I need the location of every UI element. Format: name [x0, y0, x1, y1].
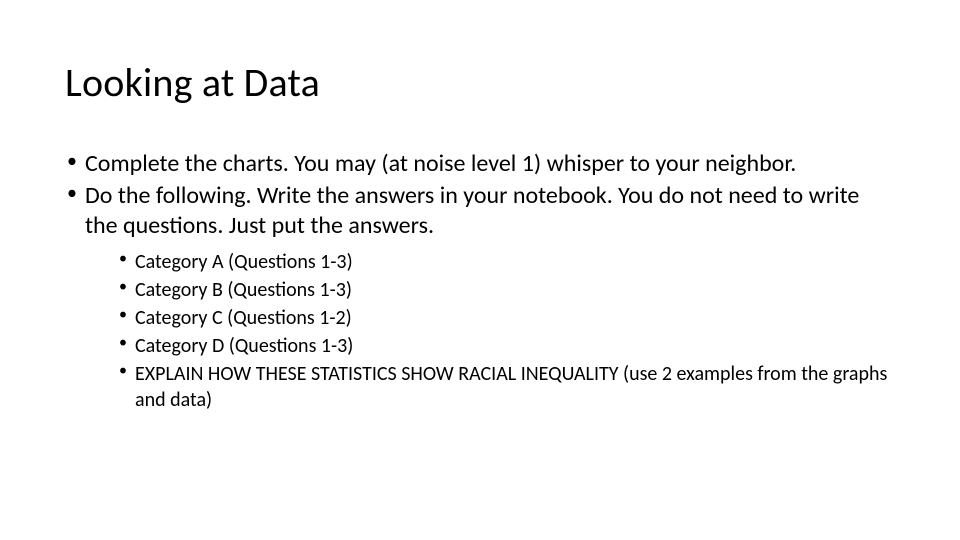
- sub-bullet-item: Category A (Questions 1-3): [117, 249, 895, 275]
- sub-bullet-item: Category C (Questions 1-2): [117, 305, 895, 331]
- sub-bullet-item: Category B (Questions 1-3): [117, 277, 895, 303]
- sub-bullet-item: EXPLAIN HOW THESE STATISTICS SHOW RACIAL…: [117, 361, 895, 413]
- slide-title: Looking at Data: [65, 58, 895, 107]
- main-bullet-text: Do the following. Write the answers in y…: [85, 181, 859, 240]
- main-bullet-item: Complete the charts. You may (at noise l…: [65, 149, 895, 179]
- sub-bullet-list: Category A (Questions 1-3) Category B (Q…: [117, 249, 895, 413]
- sub-bullet-item: Category D (Questions 1-3): [117, 333, 895, 359]
- main-bullet-item: Do the following. Write the answers in y…: [65, 181, 895, 413]
- main-bullet-list: Complete the charts. You may (at noise l…: [65, 149, 895, 413]
